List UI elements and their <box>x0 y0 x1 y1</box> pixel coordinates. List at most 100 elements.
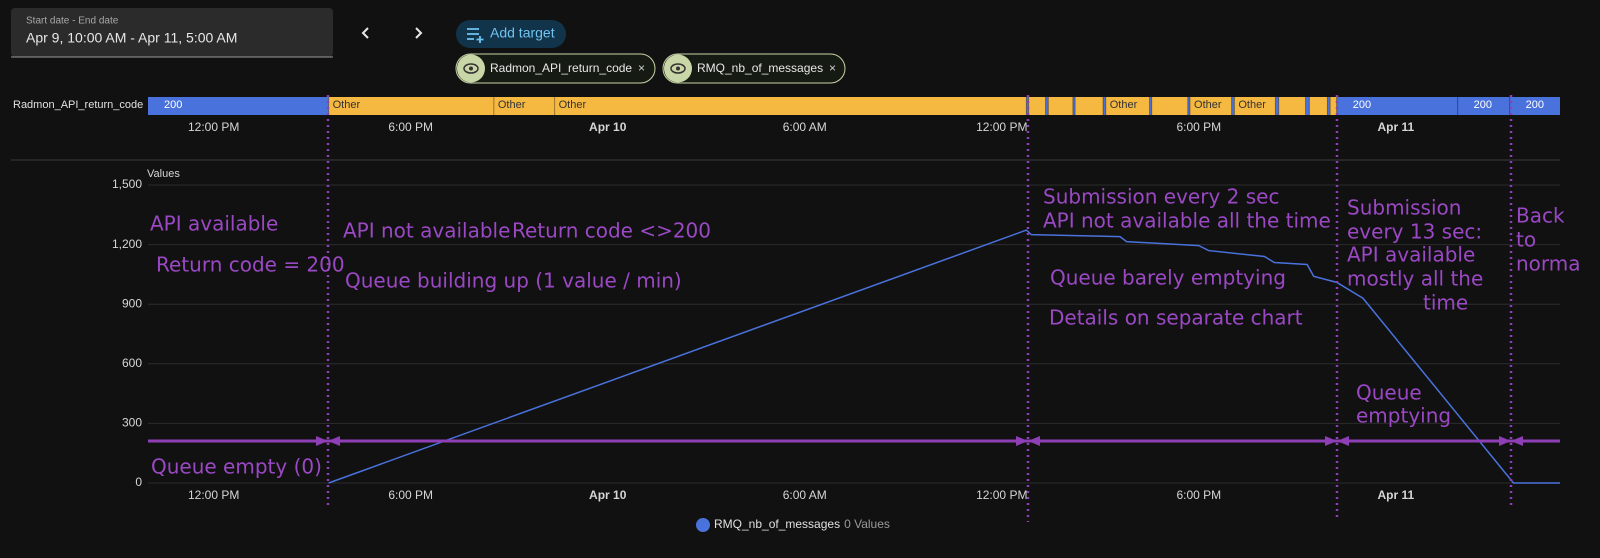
y-tick-label: 300 <box>122 416 142 430</box>
target-chip[interactable] <box>455 53 656 84</box>
data-line <box>328 229 1560 484</box>
timeline-segment <box>1075 97 1104 115</box>
x-tick-label: 12:00 PM <box>188 488 239 502</box>
timeline-segment <box>1190 97 1232 115</box>
timeline-segment <box>1305 97 1310 115</box>
x-tick-label: Apr 10 <box>589 120 627 134</box>
annotation: Queue building up (1 value / min) <box>345 269 682 293</box>
timeline-segment <box>1103 97 1106 115</box>
timeline-segment <box>1275 97 1279 115</box>
segment-label: Other <box>559 99 587 111</box>
segment-label: Other <box>498 99 526 111</box>
annotation: emptying <box>1356 404 1451 428</box>
segment-label: 200 <box>1353 99 1371 111</box>
annotation: Queue empty (0) <box>151 455 322 479</box>
chip-close[interactable]: × <box>638 61 645 75</box>
add-target-text: Add target <box>490 25 555 41</box>
annotation: API available <box>1347 243 1475 267</box>
timeline-segment <box>1457 97 1510 115</box>
legend-marker <box>696 518 710 532</box>
annotation: Submission every 2 sec <box>1043 185 1279 209</box>
legend-label: RMQ_nb_of_messages <box>714 517 840 531</box>
x-tick-label: 12:00 PM <box>188 120 239 134</box>
timeline-segment <box>1105 97 1150 115</box>
x-tick-label: 6:00 AM <box>783 120 827 134</box>
annotation: Back <box>1516 204 1565 228</box>
target-chip[interactable] <box>662 53 846 84</box>
segment-label: 200 <box>1474 99 1492 111</box>
add-target-button[interactable] <box>456 20 566 48</box>
timeline-segment <box>1187 97 1191 115</box>
segment-label: Other <box>333 99 361 111</box>
annotation: Details on separate chart <box>1049 306 1303 330</box>
timeline-segment <box>148 97 329 115</box>
chip-text: RMQ_nb_of_messages <box>697 61 823 75</box>
x-tick-label: Apr 11 <box>1377 120 1414 134</box>
timeline-segment <box>1151 97 1188 115</box>
x-tick-label: 12:00 PM <box>976 120 1027 134</box>
annotation: Queue barely emptying <box>1050 266 1286 290</box>
annotation: norma <box>1516 252 1581 276</box>
timeline-segment <box>1231 97 1235 115</box>
annotation: Queue <box>1356 381 1422 405</box>
annotation: Return code = 200 <box>156 253 345 277</box>
timeline-segment <box>1309 97 1328 115</box>
y-tick-label: 0 <box>135 475 142 489</box>
timeline-segment <box>328 97 494 115</box>
annotation: time <box>1423 291 1468 315</box>
y-axis-label: Values <box>147 168 180 180</box>
timeline-segment <box>1278 97 1306 115</box>
annotation: to <box>1516 228 1536 252</box>
timeline-segment <box>1149 97 1152 115</box>
y-tick-label: 600 <box>122 356 142 370</box>
x-tick-label: Apr 11 <box>1377 488 1414 502</box>
annotation: Submission <box>1347 196 1461 220</box>
eye-pupil <box>676 66 680 71</box>
date-picker[interactable] <box>11 8 333 57</box>
timeline-segment <box>493 97 555 115</box>
annotation: mostly all the <box>1347 267 1483 291</box>
eye-icon <box>463 63 479 74</box>
segment-label: 200 <box>164 99 182 111</box>
x-tick-label: 6:00 AM <box>783 488 827 502</box>
timeline-label: Radmon_API_return_code <box>13 99 143 111</box>
legend-count: 0 Values <box>844 517 890 531</box>
next-button[interactable] <box>415 27 423 39</box>
prev-button[interactable] <box>361 27 369 39</box>
segment-label: Other <box>1194 99 1222 111</box>
chip-text: Radmon_API_return_code <box>490 61 632 75</box>
timeline-segment <box>1072 97 1076 115</box>
segment-label: 200 <box>1526 99 1544 111</box>
x-tick-label: 6:00 PM <box>1176 488 1221 502</box>
annotation: API available <box>150 212 278 236</box>
timeline-segment <box>1336 97 1458 115</box>
x-tick-label: Apr 10 <box>589 488 627 502</box>
eye-pupil <box>469 66 473 71</box>
timeline-segment <box>1234 97 1276 115</box>
annotation: Return code <>200 <box>512 219 711 243</box>
date-label: Start date - End date <box>26 16 119 27</box>
timeline-segment <box>1045 97 1049 115</box>
y-tick-label: 900 <box>122 296 142 310</box>
chip-close[interactable]: × <box>829 61 836 75</box>
y-tick-label: 1,500 <box>112 177 142 191</box>
annotation: API not available <box>343 219 510 243</box>
x-tick-label: 12:00 PM <box>976 488 1027 502</box>
add-target-icon <box>467 28 484 43</box>
x-tick-label: 6:00 PM <box>1176 120 1221 134</box>
timeline-segment <box>1028 97 1046 115</box>
timeline-segment <box>1509 97 1560 115</box>
x-tick-label: 6:00 PM <box>388 120 433 134</box>
date-range: Apr 9, 10:00 AM - Apr 11, 5:00 AM <box>26 30 237 46</box>
x-tick-label: 6:00 PM <box>388 488 433 502</box>
annotation: API not available all the time <box>1043 209 1331 233</box>
timeline-segment <box>554 97 1027 115</box>
timeline-segment <box>1026 97 1029 115</box>
y-tick-label: 1,200 <box>112 237 142 251</box>
timeline-segment <box>1048 97 1073 115</box>
annotation: every 13 sec: <box>1347 220 1482 244</box>
segment-label: Other <box>1238 99 1266 111</box>
eye-icon <box>670 63 686 74</box>
